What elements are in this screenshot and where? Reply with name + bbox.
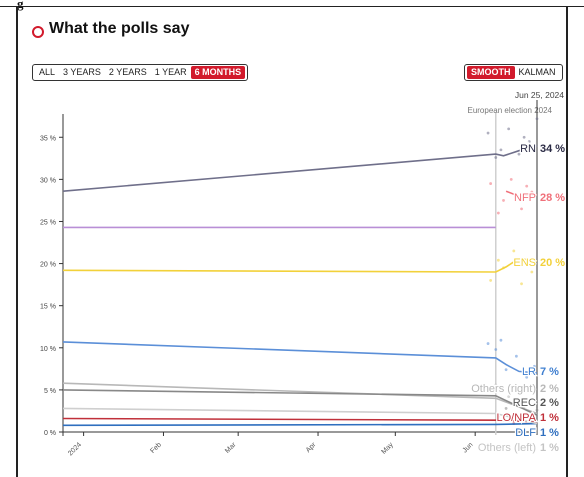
series-name-label: Others (left)	[478, 442, 536, 454]
poll-dot	[522, 405, 526, 409]
mode-kalman-button[interactable]: KALMAN	[518, 67, 556, 77]
y-tick-label: 30 %	[40, 177, 56, 184]
poll-dot	[491, 390, 495, 393]
poll-dot	[530, 270, 534, 274]
y-tick-label: 25 %	[40, 219, 56, 226]
poll-dot	[489, 279, 493, 282]
poll-dot	[494, 348, 498, 351]
series-name-label: DLF	[515, 427, 536, 439]
series-value-label: 1 %	[540, 427, 559, 439]
x-tick-label: Apr	[305, 441, 318, 454]
series-value-label: 34 %	[540, 143, 565, 155]
x-tick-label: Jun	[462, 441, 475, 454]
range-2-years-button[interactable]: 2 YEARS	[108, 67, 147, 77]
poll-dot	[525, 184, 529, 188]
poll-dot	[504, 407, 508, 410]
election-annotation-label: European election 2024	[467, 106, 552, 115]
poll-dot	[535, 408, 539, 412]
series-name-label: REC	[513, 397, 536, 409]
poll-dot	[499, 338, 503, 342]
series-line[interactable]	[62, 389, 538, 416]
series-value-label: 20 %	[540, 257, 565, 269]
poll-dot	[507, 127, 511, 131]
series-line[interactable]	[62, 144, 538, 192]
poll-dot	[489, 182, 493, 185]
poll-dot	[509, 177, 513, 181]
poll-dot	[496, 211, 500, 215]
poll-dot	[494, 156, 498, 159]
y-tick-label: 10 %	[40, 346, 56, 353]
poll-dot	[517, 152, 521, 156]
series-value-label: 7 %	[540, 366, 559, 378]
series-line[interactable]	[505, 190, 538, 198]
poll-dot	[496, 415, 500, 419]
range-6-months-button[interactable]: 6 MONTHS	[190, 66, 246, 79]
poll-dot	[535, 117, 539, 121]
time-range-selector: ALL 3 YEARS 2 YEARS 1 YEAR 6 MONTHS	[32, 64, 249, 81]
range-1-year-button[interactable]: 1 YEAR	[154, 67, 187, 77]
poll-dot	[507, 395, 511, 399]
range-all-button[interactable]: ALL	[39, 67, 56, 77]
series-value-label: 1 %	[540, 412, 559, 424]
series-line[interactable]	[62, 341, 538, 374]
poll-dot	[504, 368, 508, 372]
y-tick-label: 0 %	[44, 430, 56, 437]
poll-dot	[520, 282, 523, 286]
poll-dot	[486, 342, 490, 345]
x-tick-label: 2024	[67, 441, 83, 457]
poll-dot	[499, 148, 503, 152]
series-name-label: LR	[522, 366, 536, 378]
x-tick-label: May	[380, 441, 395, 456]
x-tick-label: Feb	[149, 441, 163, 455]
series-value-label: 2 %	[540, 383, 559, 395]
frame-right-border	[566, 6, 568, 477]
poll-dot	[522, 135, 526, 139]
poll-dot	[494, 383, 498, 387]
series-name-label: ENS	[513, 257, 536, 269]
series-name-label: Others (right)	[471, 383, 536, 395]
series-line[interactable]	[62, 417, 538, 423]
y-tick-label: 5 %	[44, 388, 56, 395]
series-value-label: 28 %	[540, 192, 565, 204]
page-title: What the polls say	[49, 20, 190, 37]
poll-dot	[486, 131, 490, 135]
poll-dot	[533, 417, 536, 421]
series-line[interactable]	[62, 422, 538, 427]
poll-dot	[520, 207, 523, 211]
y-tick-label: 35 %	[40, 135, 56, 142]
poll-dot	[525, 375, 529, 379]
y-tick-label: 15 %	[40, 304, 56, 311]
mode-smooth-button[interactable]: SMOOTH	[467, 66, 515, 79]
x-tick-label: Mar	[224, 441, 238, 455]
poll-dot	[502, 199, 505, 202]
poll-dot	[530, 190, 534, 194]
title-circle-icon	[32, 26, 44, 38]
poll-dot	[527, 140, 531, 143]
series-line[interactable]	[62, 257, 538, 273]
poll-dot	[517, 401, 521, 404]
series-value-label: 2 %	[540, 397, 559, 409]
y-tick-label: 20 %	[40, 262, 56, 269]
poll-dot	[496, 258, 500, 262]
smoothing-mode-selector: SMOOTH KALMAN	[464, 64, 563, 81]
series-value-label: 1 %	[540, 442, 559, 454]
series-name-label: NFP	[514, 192, 536, 204]
series-line[interactable]	[62, 407, 538, 425]
frame-top-border	[0, 0, 584, 7]
header-fragment: g	[17, 0, 24, 11]
poll-dot	[514, 354, 518, 358]
series-name-label: RN	[520, 143, 536, 155]
poll-dot	[533, 364, 536, 368]
range-3-years-button[interactable]: 3 YEARS	[63, 67, 101, 77]
frame-left-border	[16, 6, 18, 477]
cursor-date-label: Jun 25, 2024	[515, 90, 564, 100]
poll-dot	[512, 249, 516, 253]
poll-dot	[527, 415, 531, 419]
series-name-label: LO/NPA	[496, 412, 536, 424]
